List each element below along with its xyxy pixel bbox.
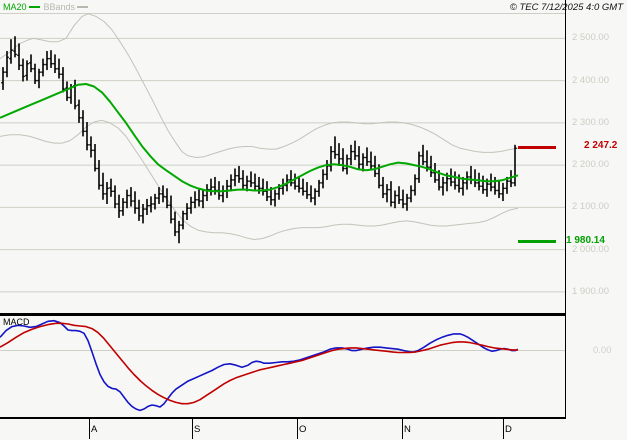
- time-axis-tick: [192, 419, 193, 439]
- price-tick-label: 1 900.00: [572, 285, 609, 297]
- price-tick-label: 2 300.00: [572, 116, 609, 128]
- time-axis-tick: [297, 419, 298, 439]
- time-axis-label: S: [194, 424, 201, 435]
- series-ma20: [0, 83, 519, 193]
- macd-panel-top-border: [0, 313, 566, 316]
- legend-bbands-label: BBands: [43, 2, 76, 12]
- price-tick-label: 2 100.00: [572, 201, 609, 213]
- price-tick-label: 2 000.00: [572, 243, 609, 255]
- copyright-timestamp: © TEC 7/12/2025 4:0 GMT: [509, 2, 623, 13]
- macd-tick-label: 0.00: [593, 344, 612, 356]
- ohlc-bars: [1, 36, 517, 244]
- price-tick-label: 2 400.00: [572, 74, 609, 86]
- time-axis-label: O: [299, 424, 307, 435]
- chart-legend: MA20 BBands: [3, 2, 89, 12]
- macd-panel-bottom-border: [0, 417, 566, 419]
- macd-axis-labels: 0.00: [0, 316, 627, 417]
- price-tick-label: 2 200.00: [572, 159, 609, 171]
- macd-series-signal: [0, 322, 518, 405]
- time-axis-tick: [503, 419, 504, 439]
- time-axis-label: N: [404, 424, 411, 435]
- ma20-value: 1 980.14: [566, 235, 605, 246]
- series-bollinger-lower: [0, 119, 519, 240]
- ma20-marker: [518, 240, 556, 243]
- macd-series-macd: [0, 319, 519, 412]
- price-tick-label: 2 500.00: [572, 32, 609, 44]
- legend-bbands-swatch: [77, 6, 89, 8]
- macd-chart-panel: [0, 316, 565, 417]
- last-price-marker: [518, 146, 556, 149]
- macd-plot-svg: [0, 319, 565, 412]
- series-bollinger-upper: [0, 13, 519, 158]
- price-plot-svg: [0, 13, 565, 293]
- legend-ma20-label: MA20: [3, 2, 27, 12]
- price-chart-panel: [0, 13, 565, 313]
- time-axis-tick: [402, 419, 403, 439]
- time-axis-tick: [89, 419, 90, 439]
- last-price-value: 2 247.2: [584, 140, 618, 151]
- macd-label: MACD: [3, 317, 30, 327]
- price-axis-rule: [565, 0, 566, 417]
- time-axis-label: D: [505, 424, 512, 435]
- price-axis-labels: 2 500.00 2 400.00 2 300.00 2 200.00 2 100.00…: [572, 32, 609, 297]
- time-axis-label: A: [91, 424, 98, 435]
- legend-ma20-swatch: [28, 6, 40, 8]
